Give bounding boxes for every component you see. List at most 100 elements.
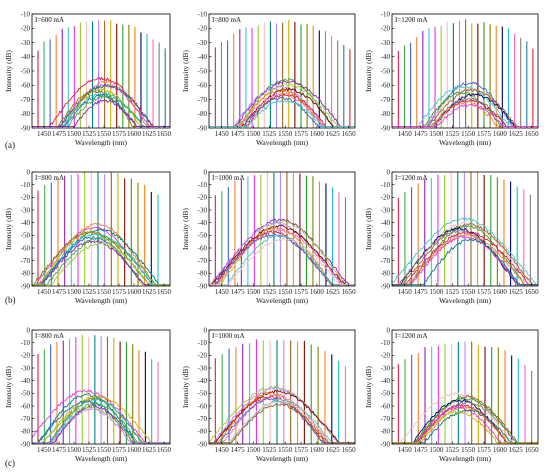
- y-tick-label: -60: [381, 82, 391, 90]
- y-tick-label: -70: [21, 96, 31, 104]
- x-tick-label: 1475: [414, 130, 429, 138]
- y-tick-label: -20: [21, 352, 31, 360]
- current-annotation: I=800 mA: [35, 332, 64, 340]
- y-tick-label: -40: [21, 53, 31, 61]
- y-tick-label: 0: [27, 168, 31, 176]
- ase-curve: [32, 76, 170, 128]
- x-tick-label: 1600: [310, 288, 325, 296]
- ase-curve: [392, 235, 538, 286]
- y-tick-label: -40: [381, 53, 391, 61]
- y-tick-label: -30: [21, 364, 31, 372]
- y-tick-label: -80: [21, 428, 31, 436]
- y-tick-label: -10: [198, 339, 208, 347]
- y-tick-label: -30: [381, 39, 391, 47]
- ase-curve: [32, 239, 170, 286]
- x-tick-label: 1550: [461, 130, 476, 138]
- x-axis-label: Wavelength (nm): [439, 296, 492, 305]
- plot-area: [392, 341, 538, 444]
- ase-curve: [209, 238, 355, 286]
- y-tick-label: -60: [381, 402, 391, 410]
- y-tick-label: -20: [198, 25, 208, 33]
- y-tick-label: 0: [387, 326, 391, 334]
- x-tick-label: 1625: [509, 288, 524, 296]
- x-tick-label: 1600: [493, 130, 508, 138]
- y-tick-label: -20: [381, 352, 391, 360]
- current-annotation: I=600 mA: [35, 16, 64, 24]
- x-tick-label: 1575: [294, 130, 309, 138]
- x-tick-label: 1550: [461, 288, 476, 296]
- y-tick-label: -40: [198, 53, 208, 61]
- x-tick-label: 1550: [97, 130, 112, 138]
- y-tick-label: 0: [387, 168, 391, 176]
- x-tick-label: 1500: [429, 288, 444, 296]
- ase-curve: [32, 242, 170, 286]
- plot-area: [392, 172, 538, 286]
- x-tick-label: 1450: [37, 288, 52, 296]
- y-tick-label: -10: [381, 181, 391, 189]
- x-tick-label: 1625: [509, 130, 524, 138]
- x-tick-label: 1525: [262, 288, 277, 296]
- y-tick-label: -70: [381, 257, 391, 265]
- x-tick-label: 1450: [398, 288, 413, 296]
- y-axis-label: Intensity (dB): [181, 366, 190, 408]
- x-tick-label: 1575: [294, 446, 309, 454]
- plot-frame: [208, 13, 356, 129]
- y-tick-label: -70: [21, 257, 31, 265]
- ase-curve: [209, 403, 355, 444]
- x-tick-label: 1650: [525, 288, 540, 296]
- x-tick-label: 1475: [52, 130, 67, 138]
- x-tick-label: 1475: [414, 446, 429, 454]
- x-tick-label: 1500: [67, 130, 82, 138]
- y-tick-label: -80: [198, 110, 208, 118]
- ase-curve: [209, 221, 355, 286]
- x-tick-label: 1450: [215, 288, 230, 296]
- ase-curve: [209, 233, 355, 286]
- y-axis-label: Intensity (dB): [181, 208, 190, 250]
- plot-frame: [391, 329, 539, 445]
- x-tick-label: 1500: [67, 446, 82, 454]
- y-tick-label: -80: [198, 428, 208, 436]
- row-label: (a): [5, 140, 15, 150]
- chart-panel-5: -90 -80 -70 -60 -50 -40 -30 -20 -10 0 1450 1475 1500…: [181, 168, 356, 305]
- x-tick-label: 1625: [326, 446, 341, 454]
- x-tick-label: 1650: [342, 130, 357, 138]
- y-tick-label: -10: [21, 10, 31, 18]
- ase-curve: [392, 226, 538, 286]
- x-tick-label: 1600: [493, 288, 508, 296]
- x-tick-label: 1575: [477, 288, 492, 296]
- current-annotation: I=1200 mA: [395, 332, 428, 340]
- plot-frame: [31, 13, 171, 129]
- y-tick-label: -50: [21, 67, 31, 75]
- y-tick-label: -40: [198, 219, 208, 227]
- y-tick-label: 0: [27, 326, 31, 334]
- y-tick-label: -50: [21, 232, 31, 240]
- y-tick-label: -10: [198, 10, 208, 18]
- x-tick-label: 1500: [429, 130, 444, 138]
- x-tick-label: 1525: [445, 288, 460, 296]
- x-axis-label: Wavelength (nm): [256, 138, 309, 147]
- plot-area: [209, 339, 355, 444]
- x-tick-label: 1650: [157, 446, 172, 454]
- x-tick-label: 1650: [157, 288, 172, 296]
- x-tick-label: 1500: [246, 446, 261, 454]
- y-tick-label: 0: [204, 326, 208, 334]
- y-tick-label: -80: [21, 270, 31, 278]
- plot-frame: [31, 171, 171, 287]
- x-tick-label: 1625: [142, 446, 157, 454]
- y-axis-label: Intensity (dB): [4, 50, 13, 92]
- y-tick-label: -50: [198, 390, 208, 398]
- x-tick-label: 1575: [477, 130, 492, 138]
- plot-area: [32, 20, 170, 128]
- x-tick-label: 1650: [342, 446, 357, 454]
- y-tick-label: -40: [198, 377, 208, 385]
- x-tick-label: 1650: [525, 130, 540, 138]
- current-annotation: I=1200 mA: [395, 16, 428, 24]
- ase-curve: [392, 410, 538, 444]
- y-axis-label: Intensity (dB): [364, 208, 373, 250]
- y-tick-label: -30: [198, 364, 208, 372]
- y-tick-label: -30: [381, 206, 391, 214]
- x-tick-label: 1650: [157, 130, 172, 138]
- y-tick-label: -90: [198, 124, 208, 132]
